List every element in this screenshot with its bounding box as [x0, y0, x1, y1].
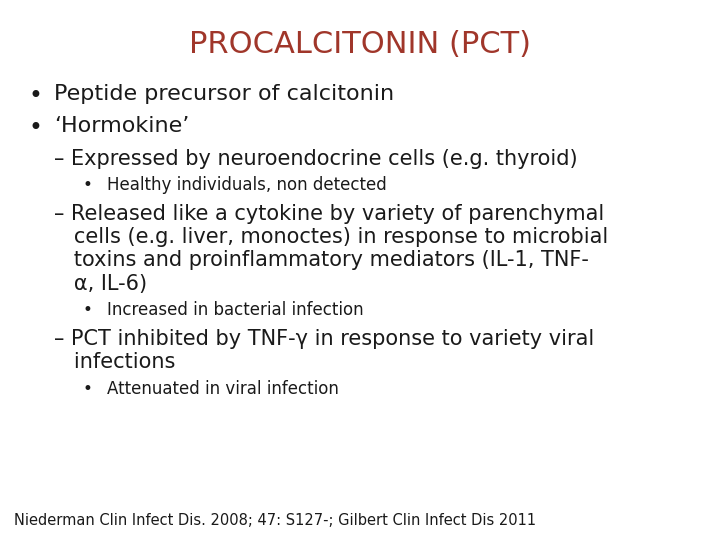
Text: •: • — [29, 84, 42, 107]
Text: Attenuated in viral infection: Attenuated in viral infection — [107, 380, 338, 398]
Text: – Released like a cytokine by variety of parenchymal: – Released like a cytokine by variety of… — [54, 204, 604, 224]
Text: ‘Hormokine’: ‘Hormokine’ — [54, 116, 189, 136]
Text: infections: infections — [54, 352, 176, 372]
Text: Peptide precursor of calcitonin: Peptide precursor of calcitonin — [54, 84, 394, 104]
Text: •: • — [83, 301, 93, 319]
Text: α, IL-6): α, IL-6) — [54, 274, 147, 294]
Text: PROCALCITONIN (PCT): PROCALCITONIN (PCT) — [189, 30, 531, 59]
Text: – Expressed by neuroendocrine cells (e.g. thyroid): – Expressed by neuroendocrine cells (e.g… — [54, 148, 577, 168]
Text: cells (e.g. liver, monoctes) in response to microbial: cells (e.g. liver, monoctes) in response… — [54, 227, 608, 247]
Text: Increased in bacterial infection: Increased in bacterial infection — [107, 301, 363, 319]
Text: – PCT inhibited by TNF-γ in response to variety viral: – PCT inhibited by TNF-γ in response to … — [54, 329, 594, 349]
Text: Healthy individuals, non detected: Healthy individuals, non detected — [107, 176, 387, 194]
Text: •: • — [83, 176, 93, 194]
Text: •: • — [29, 116, 42, 140]
Text: •: • — [83, 380, 93, 398]
Text: Niederman Clin Infect Dis. 2008; 47: S127-; Gilbert Clin Infect Dis 2011: Niederman Clin Infect Dis. 2008; 47: S12… — [14, 513, 536, 528]
Text: toxins and proinflammatory mediators (IL-1, TNF-: toxins and proinflammatory mediators (IL… — [54, 251, 589, 271]
